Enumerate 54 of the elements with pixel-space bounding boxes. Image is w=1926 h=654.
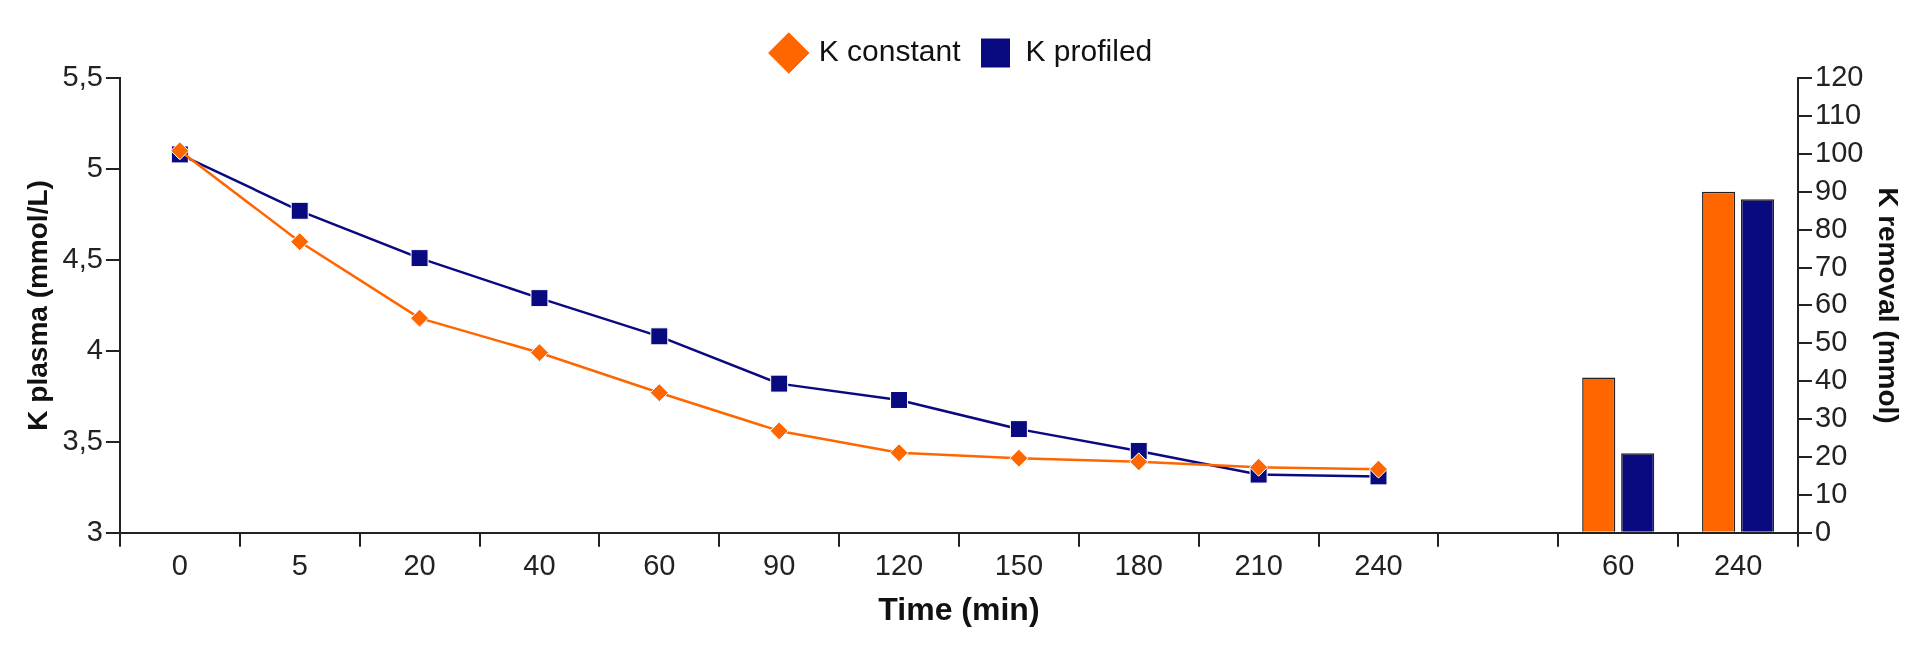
x-tick-label: 150 [994,549,1044,582]
x-tick-label: 60 [1602,549,1635,582]
y-tick-label: 3 [86,514,103,547]
point [1368,459,1388,479]
y2-tick-label: 20 [1815,439,1848,471]
y2-tick-label: 60 [1815,287,1848,320]
y-tick-label: 3,5 [62,423,103,456]
legend-label: K constant [818,34,962,68]
point [889,443,909,463]
point [770,374,789,393]
point [290,201,309,220]
x-tick-label: 240 [1354,549,1403,582]
y-tick-label: 5,5 [62,60,103,92]
y2-tick-label: 40 [1815,363,1848,396]
point [1249,457,1269,477]
y2-tick-label: 80 [1815,211,1848,244]
point [769,421,789,441]
x-tick-label: 90 [763,549,796,582]
point [649,383,669,403]
point [1129,452,1149,472]
x-axis-title: Time (min) [878,590,1040,627]
point [410,308,430,328]
y2-tick-label: 120 [1815,60,1864,92]
point [530,289,549,308]
x-tick-label: 210 [1234,549,1283,582]
point [529,343,549,363]
x-tick-label: 20 [403,549,436,582]
y2-tick-label: 100 [1815,135,1864,168]
point [410,249,429,268]
y2-tick-label: 70 [1815,249,1848,282]
x-tick-label: 5 [291,549,308,582]
y2-tick-label: 110 [1815,97,1862,130]
legend-label: K profiled [1025,34,1153,68]
x-tick-label: 240 [1713,549,1763,582]
point [290,232,310,252]
y-axis-title: K plasma (mmol/L) [21,180,53,431]
y-tick-label: 4,5 [62,241,103,274]
point [1009,448,1029,468]
y2-tick-label: 90 [1815,173,1848,206]
x-tick-label: 120 [874,549,924,582]
x-tick-label: 40 [523,549,556,582]
point [1009,420,1028,439]
x-tick-label: 180 [1114,549,1163,582]
x-tick-label: 60 [643,549,676,582]
point [650,327,669,346]
y-tick-label: 5 [86,150,103,183]
y2-tick-label: 10 [1815,476,1848,509]
y-tick-label: 4 [86,332,103,365]
x-tick-label: 0 [171,549,188,582]
y2-tick-label: 30 [1815,401,1848,434]
y2-tick-label: 0 [1815,514,1832,547]
y2-axis-title: K removal (mmol) [1873,187,1905,424]
y2-tick-label: 50 [1815,325,1848,358]
point [890,391,909,409]
